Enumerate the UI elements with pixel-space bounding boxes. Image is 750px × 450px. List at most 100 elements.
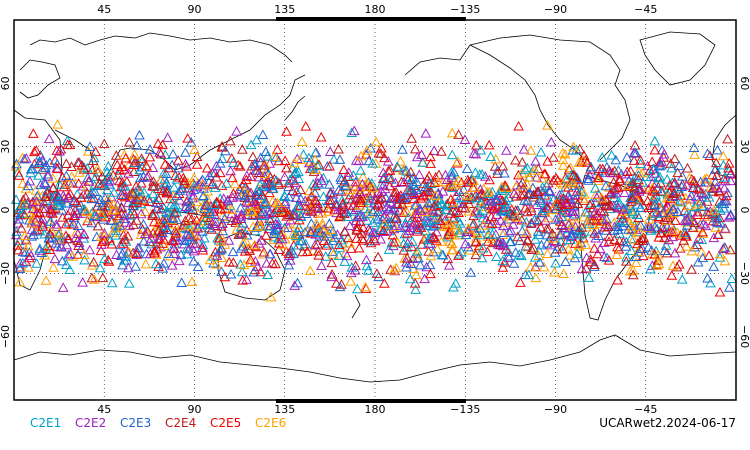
triangle-marker bbox=[249, 239, 261, 250]
triangle-marker bbox=[400, 221, 411, 231]
triangle-marker bbox=[30, 145, 42, 155]
triangle-marker bbox=[711, 182, 723, 192]
triangle-marker bbox=[525, 202, 537, 213]
triangle-marker bbox=[465, 267, 477, 277]
triangle-marker bbox=[223, 235, 235, 245]
triangle-marker bbox=[573, 157, 585, 168]
triangle-marker bbox=[279, 198, 291, 209]
triangle-marker bbox=[166, 235, 178, 246]
triangle-marker bbox=[349, 264, 361, 275]
triangle-marker bbox=[271, 144, 283, 154]
triangle-marker bbox=[116, 202, 127, 213]
triangle-marker bbox=[95, 231, 107, 241]
triangle-marker bbox=[211, 258, 222, 269]
triangle-marker bbox=[276, 233, 288, 244]
triangle-marker bbox=[482, 236, 494, 246]
triangle-marker bbox=[425, 151, 436, 162]
triangle-marker bbox=[60, 218, 72, 229]
triangle-marker bbox=[155, 203, 167, 214]
triangle-marker bbox=[566, 228, 577, 239]
triangle-marker bbox=[283, 177, 295, 188]
triangle-marker bbox=[627, 269, 639, 280]
triangle-marker bbox=[257, 129, 269, 139]
triangle-marker bbox=[135, 172, 146, 183]
triangle-marker bbox=[101, 184, 113, 195]
triangle-marker bbox=[210, 220, 221, 231]
triangle-marker bbox=[404, 273, 416, 284]
triangle-marker bbox=[707, 208, 719, 218]
triangle-marker bbox=[26, 230, 38, 241]
triangle-marker bbox=[388, 236, 400, 247]
triangle-marker bbox=[216, 180, 228, 190]
triangle-marker bbox=[636, 243, 648, 253]
triangle-marker bbox=[391, 161, 403, 171]
triangle-marker bbox=[220, 145, 231, 156]
triangle-marker bbox=[17, 257, 29, 268]
triangle-marker bbox=[714, 286, 726, 297]
triangle-marker bbox=[554, 229, 566, 240]
triangle-marker bbox=[92, 220, 104, 231]
triangle-marker bbox=[635, 154, 646, 165]
triangle-marker bbox=[235, 258, 246, 269]
triangle-marker bbox=[600, 219, 611, 229]
triangle-marker bbox=[277, 238, 289, 249]
triangle-marker bbox=[116, 221, 128, 232]
triangle-marker bbox=[534, 195, 546, 205]
triangle-marker bbox=[260, 230, 272, 240]
triangle-marker bbox=[446, 149, 458, 160]
observation-markers bbox=[10, 119, 738, 302]
triangle-marker bbox=[576, 156, 587, 167]
triangle-marker bbox=[19, 153, 30, 164]
triangle-marker bbox=[704, 150, 716, 160]
triangle-marker bbox=[47, 227, 59, 238]
triangle-marker bbox=[250, 189, 262, 200]
triangle-marker bbox=[181, 243, 193, 253]
triangle-marker bbox=[157, 139, 168, 150]
triangle-marker bbox=[360, 281, 371, 292]
triangle-marker bbox=[129, 149, 140, 159]
triangle-marker bbox=[20, 183, 32, 193]
triangle-marker bbox=[611, 249, 623, 260]
triangle-marker bbox=[604, 188, 616, 199]
triangle-marker bbox=[272, 224, 284, 235]
triangle-marker bbox=[541, 229, 553, 240]
triangle-marker bbox=[499, 167, 510, 178]
triangle-marker bbox=[102, 193, 114, 204]
triangle-marker bbox=[655, 185, 667, 196]
triangle-marker bbox=[331, 207, 342, 218]
triangle-marker bbox=[667, 260, 679, 270]
triangle-marker bbox=[568, 177, 579, 188]
triangle-marker bbox=[54, 145, 65, 156]
triangle-marker bbox=[569, 189, 581, 200]
triangle-marker bbox=[162, 132, 173, 142]
triangle-marker bbox=[209, 199, 220, 210]
triangle-marker bbox=[446, 167, 457, 177]
triangle-marker bbox=[211, 196, 222, 207]
triangle-marker bbox=[409, 188, 421, 199]
triangle-marker bbox=[313, 249, 325, 260]
triangle-marker bbox=[605, 167, 616, 177]
triangle-marker bbox=[666, 203, 678, 213]
triangle-marker bbox=[265, 291, 277, 302]
triangle-marker bbox=[419, 206, 431, 217]
triangle-marker bbox=[497, 160, 509, 171]
triangle-marker bbox=[454, 224, 466, 235]
triangle-marker bbox=[245, 257, 256, 267]
triangle-marker bbox=[405, 166, 417, 177]
triangle-marker bbox=[420, 225, 432, 236]
triangle-marker bbox=[705, 277, 716, 288]
triangle-marker bbox=[155, 148, 167, 159]
triangle-marker bbox=[268, 228, 280, 238]
triangle-marker bbox=[500, 181, 511, 191]
triangle-marker bbox=[245, 171, 257, 181]
triangle-marker bbox=[718, 159, 729, 170]
triangle-marker bbox=[125, 188, 137, 199]
triangle-marker bbox=[456, 177, 467, 187]
triangle-marker bbox=[245, 187, 257, 197]
triangle-marker bbox=[245, 139, 257, 150]
triangle-marker bbox=[563, 217, 575, 228]
triangle-marker bbox=[423, 197, 434, 208]
triangle-marker bbox=[522, 241, 534, 252]
triangle-marker bbox=[359, 203, 371, 213]
triangle-marker bbox=[712, 229, 724, 239]
